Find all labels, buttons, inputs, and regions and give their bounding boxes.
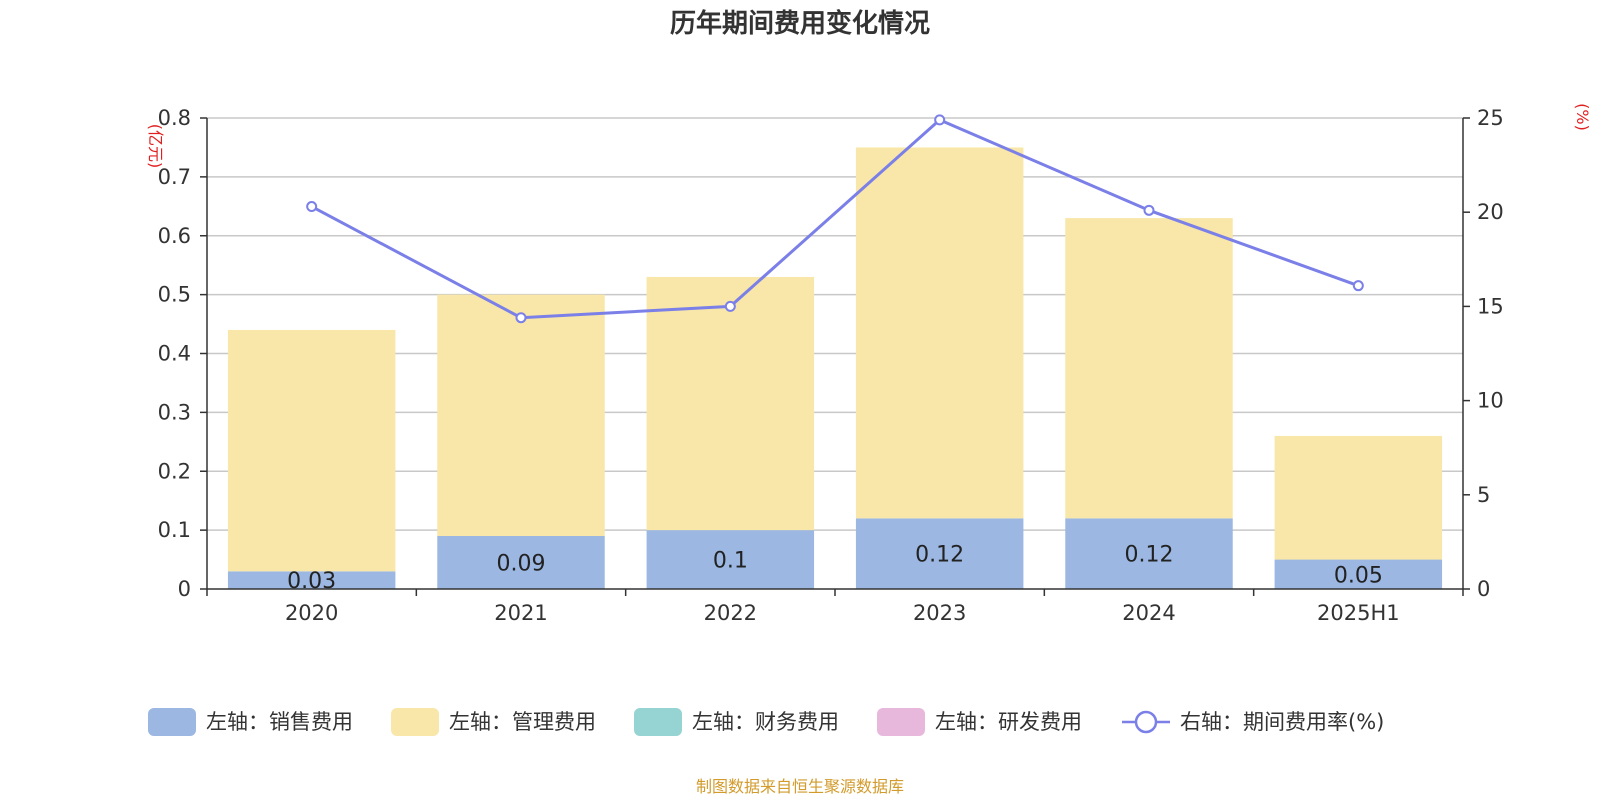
x-axis-tick-label: 2024 bbox=[1122, 601, 1175, 625]
rate-line bbox=[310, 118, 1359, 320]
right-axis-tick-label: 20 bbox=[1477, 200, 1504, 224]
data-source-note: 制图数据来自恒生聚源数据库 bbox=[696, 777, 904, 796]
rate-point bbox=[934, 114, 946, 126]
chart-title: 历年期间费用变化情况 bbox=[670, 8, 930, 39]
x-axis-tick-label: 2021 bbox=[494, 601, 547, 625]
x-axis-tick-label: 2025H1 bbox=[1317, 601, 1400, 625]
legend-marker bbox=[1134, 710, 1158, 734]
legend-label: 左轴：财务费用 bbox=[692, 710, 839, 734]
x-axis-tick-label: 2023 bbox=[913, 601, 966, 625]
bar-segment bbox=[1274, 435, 1443, 560]
bar-segment bbox=[855, 147, 1024, 519]
legend-swatch bbox=[148, 708, 196, 736]
left-axis-unit: (亿元) bbox=[146, 124, 165, 169]
bar-data-label: 0.09 bbox=[497, 552, 546, 577]
legend-label: 左轴：销售费用 bbox=[206, 710, 353, 734]
rate-point bbox=[1352, 280, 1364, 292]
rate-point bbox=[724, 300, 736, 312]
bar-segment bbox=[855, 518, 1024, 589]
bar-data-label: 0.1 bbox=[713, 549, 748, 574]
line-series bbox=[306, 114, 1364, 324]
bar-data-label: 0.12 bbox=[1125, 543, 1174, 568]
left-axis-tick-label: 0.3 bbox=[158, 400, 191, 424]
legend-label: 右轴：期间费用率(%) bbox=[1180, 710, 1384, 734]
left-axis-tick-label: 0.6 bbox=[158, 224, 191, 248]
legend-label: 左轴：管理费用 bbox=[449, 710, 596, 734]
bar-segment bbox=[437, 294, 605, 537]
bar-data-label: 0.12 bbox=[915, 543, 964, 568]
rate-point bbox=[1143, 204, 1155, 216]
bar-segment bbox=[1065, 218, 1233, 519]
x-axis-tick-label: 2020 bbox=[285, 601, 338, 625]
legend: 左轴：销售费用 左轴：管理费用 左轴：财务费用 左轴：研发费用 右轴：期间费用率(%) bbox=[148, 708, 1384, 736]
bar-data-label: 0.03 bbox=[287, 569, 336, 594]
bar-segment bbox=[437, 536, 605, 589]
left-axis-tick-label: 0.5 bbox=[158, 283, 191, 307]
bar-segment bbox=[646, 530, 815, 589]
legend-swatch bbox=[877, 708, 925, 736]
rate-point bbox=[306, 201, 318, 213]
right-axis-tick-label: 10 bbox=[1477, 389, 1504, 413]
left-axis-tick-label: 0.1 bbox=[158, 518, 191, 542]
left-axis-tick-label: 0 bbox=[178, 577, 191, 601]
bar-segment bbox=[227, 329, 396, 572]
legend-swatch bbox=[634, 708, 682, 736]
left-axis-tick-label: 0.7 bbox=[158, 165, 191, 189]
bar-series bbox=[227, 147, 1443, 589]
x-axis-tick-label: 2022 bbox=[704, 601, 757, 625]
rate-point bbox=[515, 312, 527, 324]
gridlines bbox=[207, 117, 1463, 531]
left-axis-tick-label: 0.4 bbox=[158, 342, 191, 366]
right-axis-tick-label: 5 bbox=[1477, 483, 1490, 507]
bar-segment bbox=[1274, 559, 1443, 589]
bar-segment bbox=[646, 276, 815, 531]
bar-data-labels: 0.03 0.09 0.1 0.12 0.12 0.05 bbox=[287, 543, 1383, 594]
right-axis-tick-label: 25 bbox=[1477, 106, 1504, 130]
axes: 0 0.1 0.2 0.3 0.4 0.5 0.6 0.7 0.8 0 5 10 15 20 25 2020 2… bbox=[158, 106, 1504, 625]
bar-segment bbox=[1065, 518, 1233, 589]
legend-label: 左轴：研发费用 bbox=[935, 710, 1082, 734]
right-axis-tick-label: 15 bbox=[1477, 294, 1504, 318]
bar-data-label: 0.05 bbox=[1334, 563, 1383, 588]
right-axis-unit: (%) bbox=[1573, 103, 1592, 131]
left-axis-tick-label: 0.8 bbox=[158, 106, 191, 130]
right-axis-tick-label: 0 bbox=[1477, 577, 1490, 601]
legend-swatch bbox=[391, 708, 439, 736]
bar-segment bbox=[227, 571, 396, 589]
left-axis-tick-label: 0.2 bbox=[158, 459, 191, 483]
